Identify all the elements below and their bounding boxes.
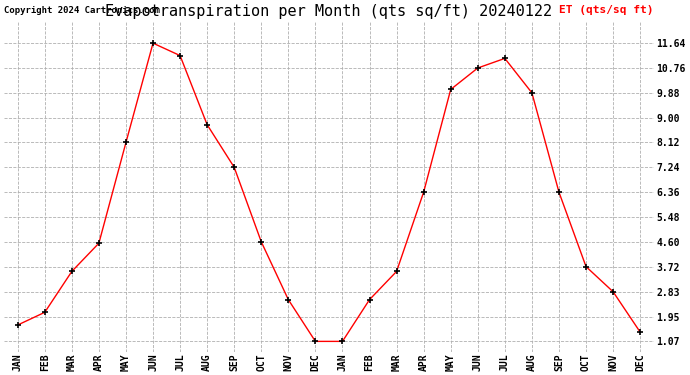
- Title: Evapotranspiration per Month (qts sq/ft) 20240122: Evapotranspiration per Month (qts sq/ft)…: [106, 4, 553, 19]
- Text: Copyright 2024 Cartronics.com: Copyright 2024 Cartronics.com: [4, 6, 160, 15]
- Text: ET (qts/sq ft): ET (qts/sq ft): [559, 5, 653, 15]
